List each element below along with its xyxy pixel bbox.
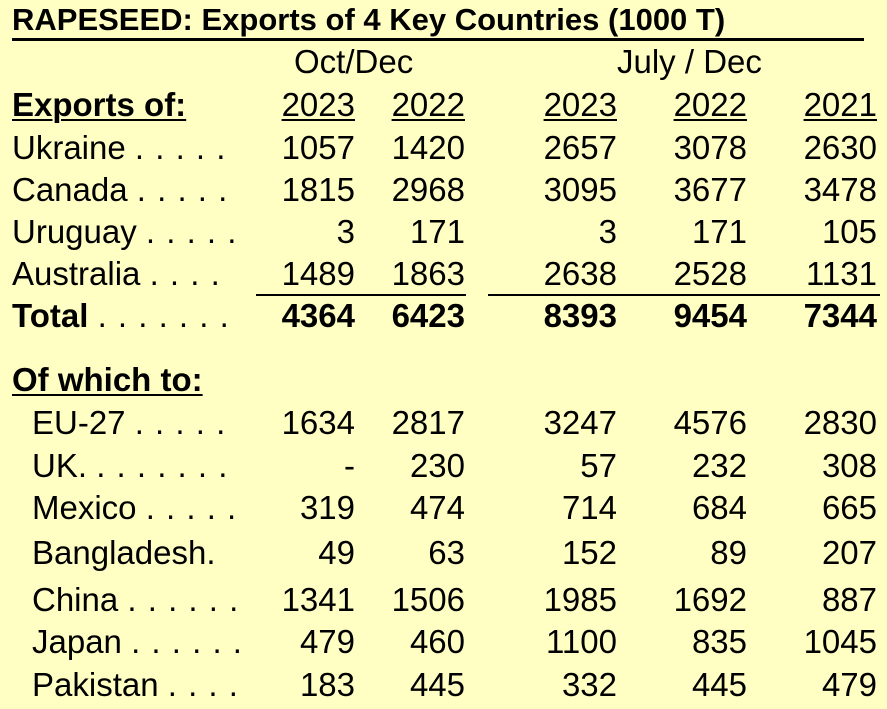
- table-cell: 9454: [673, 297, 747, 334]
- row-label: Ukraine . . . . .: [12, 129, 227, 166]
- table-cell: 2817: [391, 404, 465, 441]
- table-cell: 1506: [391, 581, 465, 618]
- table-cell: 152: [561, 534, 617, 571]
- table-cell: 232: [691, 447, 747, 484]
- table-cell: 3478: [803, 171, 877, 208]
- table-cell: 714: [561, 489, 617, 526]
- title-underline: [12, 38, 864, 41]
- row-label: China . . . . . .: [32, 581, 240, 618]
- table-cell: 1634: [281, 404, 355, 441]
- period-header-july-dec: July / Dec: [617, 43, 762, 80]
- table-cell: 1863: [391, 255, 465, 292]
- year-header: 2022: [673, 86, 747, 123]
- table-cell: 1057: [281, 129, 355, 166]
- row-header-exports-of: Exports of:: [12, 86, 187, 123]
- row-label: Mexico . . . . .: [32, 489, 238, 526]
- table-cell: 2528: [673, 255, 747, 292]
- table-cell: 1815: [281, 171, 355, 208]
- table-cell: 1692: [673, 581, 747, 618]
- table-title: RAPESEED: Exports of 4 Key Countries (10…: [12, 2, 726, 37]
- table-cell: 1341: [281, 581, 355, 618]
- table-cell: 665: [821, 489, 877, 526]
- table-cell: 1489: [281, 255, 355, 292]
- table-cell: 207: [821, 534, 877, 571]
- table-cell: 1985: [543, 581, 617, 618]
- table-cell: 8393: [543, 297, 617, 334]
- destinations-header: Of which to:: [12, 361, 203, 398]
- row-label: Pakistan . . . .: [32, 666, 239, 703]
- row-label: Uruguay . . . . .: [12, 213, 238, 250]
- table-cell: 105: [821, 213, 877, 250]
- row-label: Canada . . . . .: [12, 171, 229, 208]
- table-cell: 63: [428, 534, 465, 571]
- table-cell: 89: [710, 534, 747, 571]
- table-cell: 2657: [543, 129, 617, 166]
- table-cell: 479: [299, 623, 355, 660]
- table-cell: 684: [691, 489, 747, 526]
- table-cell: 460: [409, 623, 465, 660]
- table-cell: 1131: [806, 255, 877, 292]
- total-separator-line: [256, 294, 466, 296]
- table-cell: 474: [409, 489, 465, 526]
- table-cell: 3247: [543, 404, 617, 441]
- table-cell: 171: [409, 213, 465, 250]
- table-cell: -: [344, 447, 355, 484]
- table-cell: 7344: [803, 297, 877, 334]
- table-cell: 2630: [803, 129, 877, 166]
- row-label: Bangladesh.: [32, 534, 216, 571]
- total-separator-line: [488, 294, 880, 296]
- table-cell: 3: [336, 213, 355, 250]
- table-cell: 2968: [391, 171, 465, 208]
- table-cell: 1100: [546, 623, 617, 660]
- table-cell: 3095: [543, 171, 617, 208]
- table-cell: 3677: [673, 171, 747, 208]
- table-cell: 445: [691, 666, 747, 703]
- table-cell: 308: [821, 447, 877, 484]
- table-cell: 4576: [673, 404, 747, 441]
- table-cell: 3078: [673, 129, 747, 166]
- row-label: Australia . . . .: [12, 255, 221, 292]
- table-cell: 332: [561, 666, 617, 703]
- table-cell: 1420: [391, 129, 465, 166]
- table-cell: 319: [299, 489, 355, 526]
- year-header: 2022: [391, 86, 465, 123]
- table-cell: 1045: [803, 623, 877, 660]
- table-cell: 57: [580, 447, 617, 484]
- table-cell: 479: [821, 666, 877, 703]
- year-header: 2023: [543, 86, 617, 123]
- table-cell: 887: [821, 581, 877, 618]
- table-cell: 49: [318, 534, 355, 571]
- row-label: EU-27 . . . . .: [32, 404, 227, 441]
- row-label: Japan . . . . . .: [32, 623, 243, 660]
- table-cell: 6423: [391, 297, 465, 334]
- table-cell: 3: [598, 213, 617, 250]
- table-cell: 4364: [281, 297, 355, 334]
- table-cell: 835: [691, 623, 747, 660]
- table-cell: 2830: [803, 404, 877, 441]
- row-label: UK. . . . . . . .: [32, 447, 229, 484]
- table-cell: 445: [409, 666, 465, 703]
- year-header: 2021: [803, 86, 877, 123]
- row-label: Total . . . . . . .: [12, 297, 230, 334]
- year-header: 2023: [281, 86, 355, 123]
- table-cell: 2638: [543, 255, 617, 292]
- period-header-oct-dec: Oct/Dec: [294, 43, 414, 80]
- table-cell: 183: [299, 666, 355, 703]
- table-cell: 171: [691, 213, 747, 250]
- table-cell: 230: [409, 447, 465, 484]
